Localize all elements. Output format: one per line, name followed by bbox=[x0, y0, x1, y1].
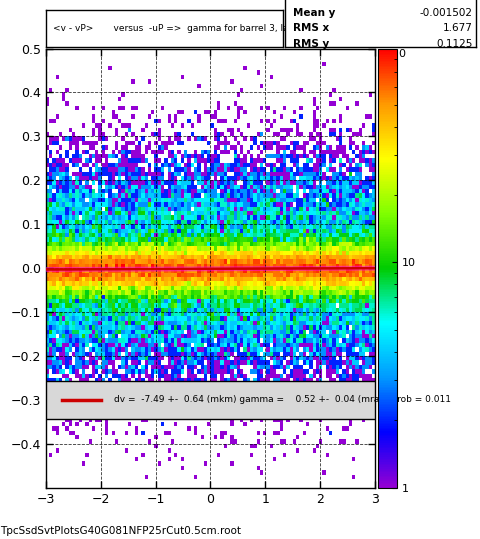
Text: -0.01932: -0.01932 bbox=[425, 0, 471, 2]
Text: 0: 0 bbox=[397, 49, 404, 59]
Text: Mean x: Mean x bbox=[292, 0, 335, 2]
Text: dv =  -7.49 +-  0.64 (mkm) gamma =    0.52 +-  0.04 (mrad) prob = 0.011: dv = -7.49 +- 0.64 (mkm) gamma = 0.52 +-… bbox=[114, 396, 450, 404]
Text: <v - vP>       versus  -uP =>  gamma for barrel 3, layer 5 ladder 10, all wafers: <v - vP> versus -uP => gamma for barrel … bbox=[53, 24, 407, 33]
Text: 1.677: 1.677 bbox=[442, 23, 471, 33]
Text: RMS x: RMS x bbox=[292, 23, 328, 33]
Bar bbox=[46, 381, 374, 419]
Text: RMS y: RMS y bbox=[292, 39, 328, 49]
Text: Mean y: Mean y bbox=[292, 8, 335, 18]
Text: TpcSsdSvtPlotsG40G081NFP25rCut0.5cm.root: TpcSsdSvtPlotsG40G081NFP25rCut0.5cm.root bbox=[0, 526, 240, 536]
Text: 0.1125: 0.1125 bbox=[435, 39, 471, 49]
Text: -0.001502: -0.001502 bbox=[419, 8, 471, 18]
